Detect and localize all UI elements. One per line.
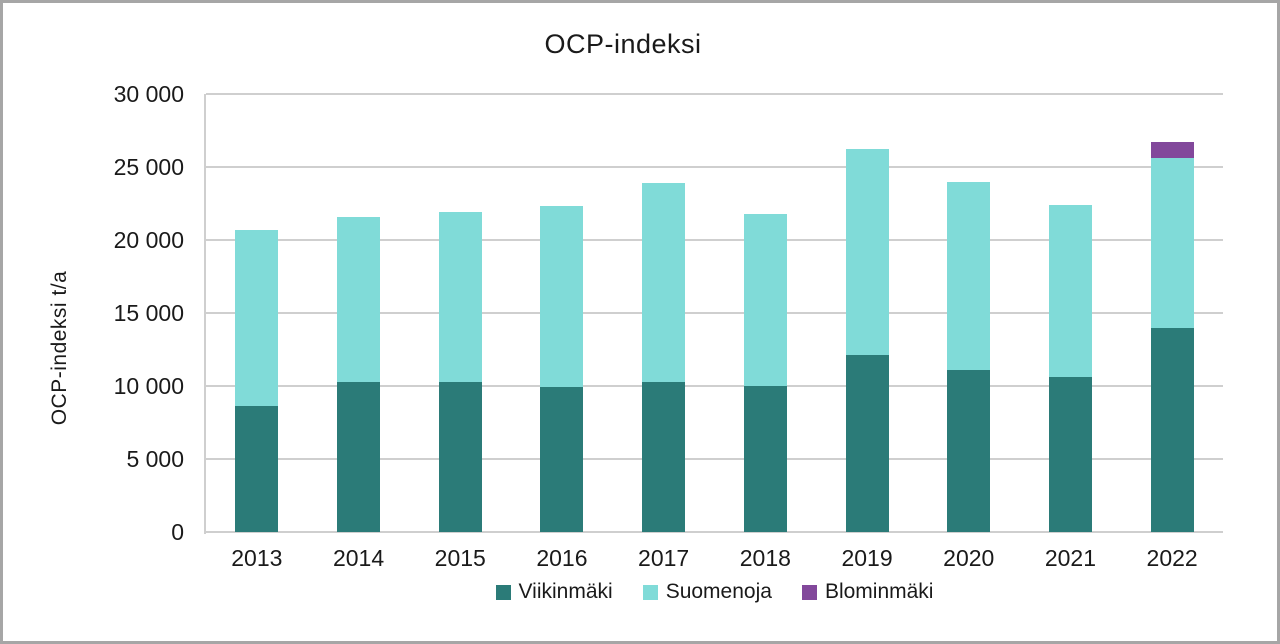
bar-segment-suomenoja-2019 [845,149,889,356]
bar-segment-viikinmäki-2016 [540,387,584,532]
legend-label: Blominmäki [824,580,934,603]
chart-title: OCP-indeksi [544,29,702,59]
x-tick-label: 2015 [434,545,486,571]
y-tick-label: 0 [171,519,184,545]
gridline [206,531,1223,533]
legend-item-blominmäki: Blominmäki [801,580,934,604]
bar-segment-suomenoja-2015 [438,212,482,382]
bar-segment-suomenoja-2017 [642,183,686,382]
bar-segment-suomenoja-2013 [235,229,279,407]
gridline [206,93,1223,95]
y-axis-line [204,94,206,534]
legend-label: Suomenoja [665,580,772,603]
x-tick-label: 2017 [638,545,690,571]
legend-item-viikinmäki: Viikinmäki [495,580,613,604]
x-tick-label: 2021 [1044,545,1097,571]
x-tick-label: 2016 [536,545,588,571]
bar-segment-suomenoja-2018 [743,214,787,386]
bar-segment-viikinmäki-2021 [1048,376,1092,532]
legend-swatch-icon [642,584,658,600]
legend-label: Viikinmäki [518,580,613,603]
bar-segment-suomenoja-2022 [1150,158,1194,328]
gridline [206,239,1223,241]
bar-segment-blominmäki-2022 [1150,142,1194,159]
x-tick-label: 2020 [943,545,995,571]
gridline [206,458,1223,460]
y-tick-label: 5 000 [126,446,184,472]
gridline [206,312,1223,314]
bar-segment-viikinmäki-2014 [337,381,381,532]
bar-segment-viikinmäki-2017 [642,381,686,532]
legend-item-suomenoja: Suomenoja [642,580,772,604]
legend-swatch-icon [801,584,817,600]
y-tick-label: 25 000 [113,154,184,180]
y-axis-title: OCP-indeksi t/a [48,270,71,426]
y-tick-label: 10 000 [113,373,184,399]
gridline [206,385,1223,387]
x-tick-label: 2014 [332,545,385,571]
bar-segment-viikinmäki-2019 [845,355,889,532]
x-tick-label: 2013 [231,545,283,571]
y-tick-label: 30 000 [113,81,184,107]
bar-segment-viikinmäki-2013 [235,406,279,532]
bar-segment-viikinmäki-2015 [438,381,482,532]
legend-swatch-icon [495,584,511,600]
bar-segment-suomenoja-2020 [947,181,991,370]
bar-segment-suomenoja-2016 [540,206,584,388]
legend: Viikinmäki Suomenoja Blominmäki [206,580,1223,604]
bar-segment-suomenoja-2014 [337,216,381,382]
bar-segment-viikinmäki-2022 [1150,327,1194,532]
x-tick-label: 2018 [739,545,791,571]
gridline [206,166,1223,168]
bar-segment-viikinmäki-2020 [947,369,991,532]
y-tick-label: 20 000 [113,227,184,253]
y-tick-label: 15 000 [113,300,184,326]
x-tick-label: 2019 [841,545,893,571]
bar-segment-suomenoja-2021 [1048,204,1092,377]
bar-segment-viikinmäki-2018 [743,386,787,532]
x-tick-label: 2022 [1146,545,1198,571]
